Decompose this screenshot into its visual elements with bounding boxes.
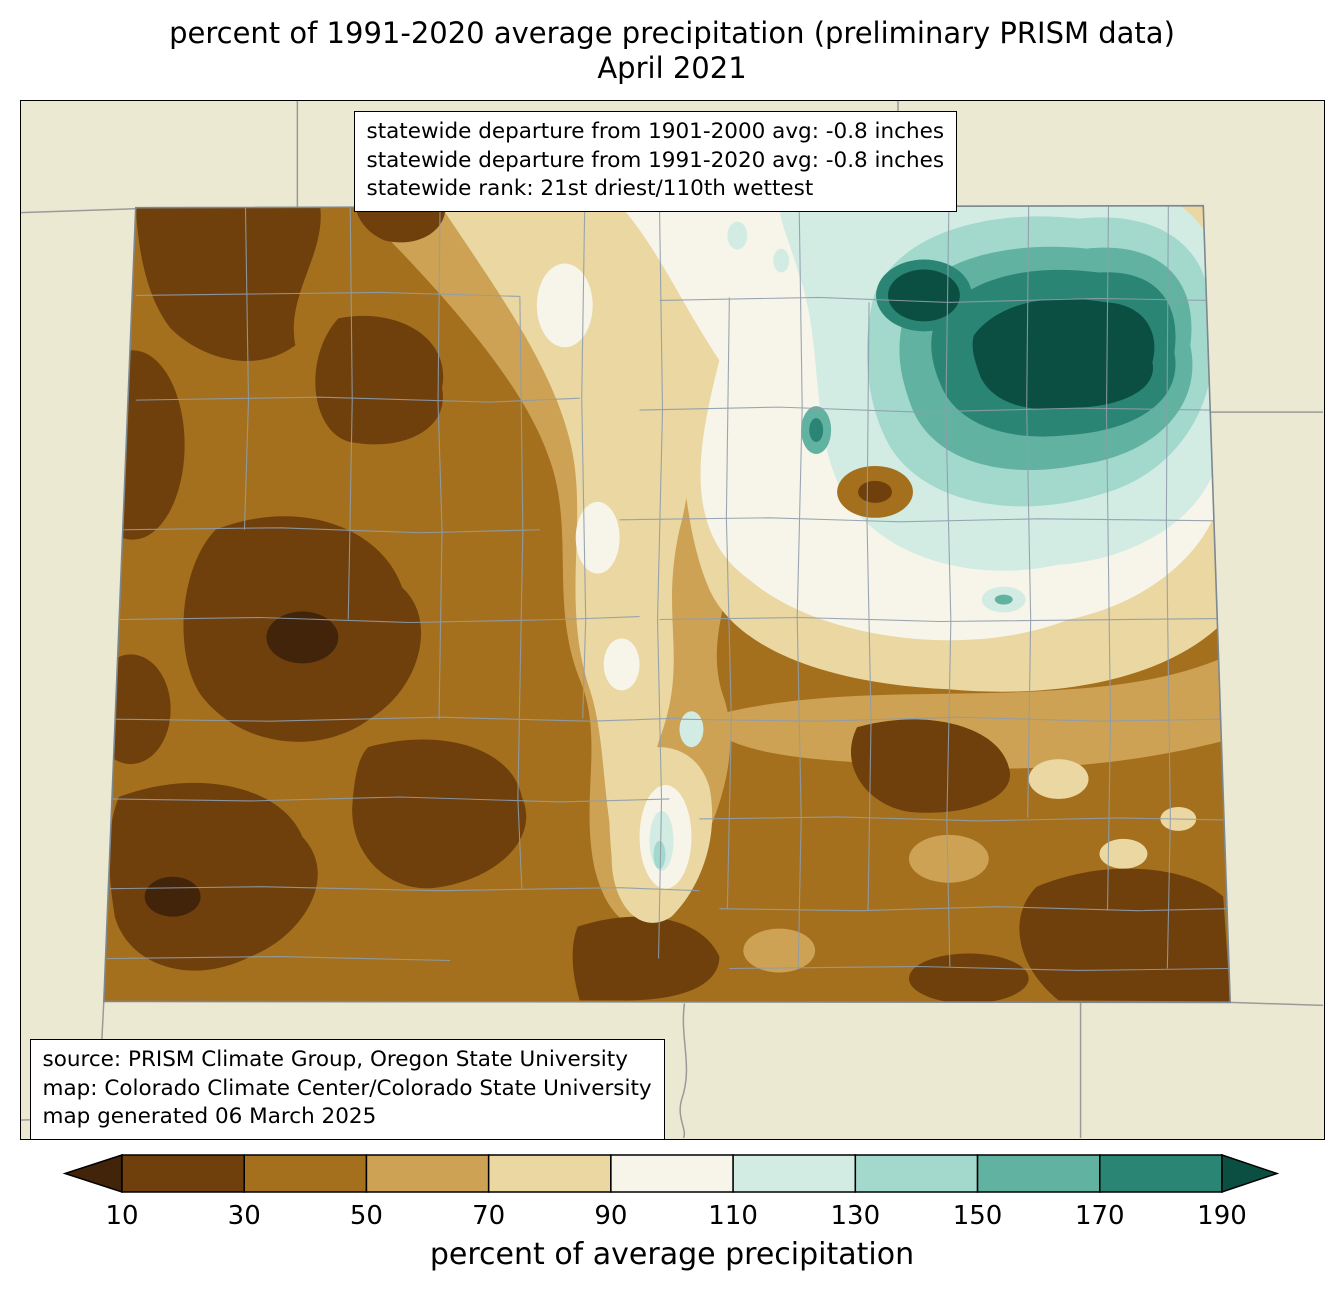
colorbar: 10 30 50 70 90 110 130 150 170 190 percent of ave… [42, 1153, 1302, 1272]
colorbar-tick: 190 [1197, 1201, 1247, 1231]
colorbar-tick: 90 [594, 1201, 628, 1231]
figure-title: percent of 1991-2020 average precipitati… [0, 0, 1344, 100]
source-line-1: source: PRISM Climate Group, Oregon Stat… [42, 1047, 628, 1072]
title-line-2: April 2021 [597, 51, 747, 86]
colorbar-label: percent of average precipitation [429, 1237, 915, 1272]
colorbar-segment [976, 1154, 1101, 1193]
stats-line-1: statewide departure from 1901-2000 avg: … [366, 119, 945, 144]
colorbar-tick: 30 [227, 1201, 261, 1231]
colorbar-over-arrow [1221, 1153, 1280, 1194]
colorbar-tick: 130 [830, 1201, 881, 1231]
colorbar-tick: 110 [708, 1201, 758, 1231]
colorbar-tick: 70 [472, 1201, 506, 1231]
precip-contours-layer [103, 205, 1230, 1003]
title-line-1: percent of 1991-2020 average precipitati… [169, 16, 1175, 50]
source-box: source: PRISM Climate Group, Oregon Stat… [29, 1039, 665, 1140]
colorbar-segment [243, 1154, 368, 1193]
colorbar-scale [62, 1153, 1280, 1194]
colorbar-tick: 150 [952, 1201, 1003, 1231]
colorbar-segment [610, 1154, 734, 1193]
stats-line-3: statewide rank: 21st driest/110th wettes… [366, 176, 814, 202]
stats-line-2: statewide departure from 1991-2020 avg: … [366, 147, 945, 173]
county-borders-layer [106, 205, 1228, 972]
map-panel: statewide departure from 1901-2000 avg: … [19, 100, 1325, 1140]
colorbar-tick: 10 [105, 1201, 139, 1231]
colorbar-segment [487, 1154, 612, 1193]
colorado-precipitation-map [20, 101, 1323, 1138]
colorbar-under-arrow [62, 1153, 123, 1194]
colorbar-segment [121, 1154, 245, 1193]
stats-box: statewide departure from 1901-2000 avg: … [353, 111, 958, 212]
colorbar-ticks: 10 30 50 70 90 110 130 150 170 190 [42, 1201, 1302, 1235]
colorbar-segment [854, 1154, 979, 1193]
colorbar-segment [365, 1154, 490, 1193]
source-line-2: map: Colorado Climate Center/Colorado St… [42, 1075, 652, 1101]
colorbar-tick: 50 [349, 1201, 383, 1231]
colorbar-segment [732, 1154, 857, 1193]
colorbar-tick: 170 [1074, 1201, 1125, 1231]
source-line-3: map generated 06 March 2025 [42, 1104, 377, 1130]
colorbar-segment [1099, 1154, 1223, 1193]
